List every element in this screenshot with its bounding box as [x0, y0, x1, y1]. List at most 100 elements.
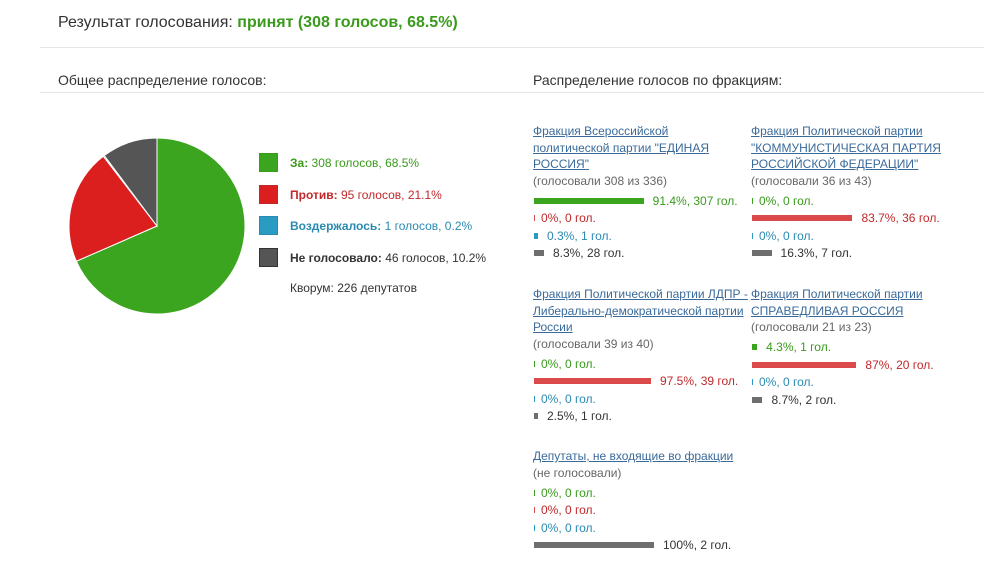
faction-value: 2.5%, 1 гол. — [547, 409, 612, 423]
faction-value: 97.5%, 39 гол. — [660, 374, 739, 388]
pie-slice-for — [75, 137, 246, 315]
legend-label: Воздержалось: — [290, 219, 382, 233]
faction-bar-against — [534, 507, 535, 513]
section-divider — [40, 92, 984, 93]
legend-swatch — [259, 185, 278, 204]
faction-value: 0%, 0 гол. — [541, 503, 596, 517]
result-status: принят (308 голосов, 68.5%) — [237, 14, 458, 31]
faction-bar-for — [534, 489, 535, 496]
legend-item-for: За: 308 голосов, 68.5% — [259, 153, 509, 175]
faction-bar-for — [534, 360, 535, 367]
faction-row-for: 91.4%, 307 гол. — [533, 193, 748, 211]
faction-bar-abstain — [534, 232, 538, 239]
faction-row-for: 4.3%, 1 гол. — [751, 339, 966, 357]
legend-value: 95 голосов, 21.1% — [337, 188, 442, 202]
faction-value: 0%, 0 гол. — [541, 520, 596, 535]
pie-slice-absent — [103, 137, 158, 228]
legend-label: Не голосовало: — [290, 251, 382, 265]
faction-value: 83.7%, 36 гол. — [861, 211, 940, 225]
faction-value: 8.3%, 28 гол. — [552, 246, 625, 260]
pie-chart — [68, 137, 246, 315]
legend-swatch — [259, 153, 278, 172]
faction-link[interactable]: Фракция Политической партии ЛДПР - Либер… — [533, 287, 748, 334]
faction-row-abstain: 0%, 0 гол. — [751, 228, 966, 246]
legend-item-abstain: Воздержалось: 1 голосов, 0.2% — [259, 216, 509, 238]
factions-title: Распределение голосов по фракциям: — [533, 72, 783, 88]
faction-value: 0%, 0 гол. — [759, 228, 814, 243]
faction-bar-abstain — [534, 524, 535, 531]
faction-block: Депутаты, не входящие во фракции (не голо… — [533, 448, 748, 555]
faction-value: 0%, 0 гол. — [541, 391, 596, 406]
faction-turnout: (голосовали 36 из 43) — [751, 173, 872, 188]
faction-bar-absent — [534, 542, 654, 548]
faction-value: 0%, 0 гол. — [541, 356, 596, 371]
faction-value: 0%, 0 гол. — [541, 211, 596, 225]
quorum: Кворум: 226 депутатов — [290, 281, 417, 295]
faction-bar-for — [534, 197, 644, 204]
legend-swatch — [259, 248, 278, 267]
faction-turnout: (голосовали 39 из 40) — [533, 336, 654, 351]
faction-row-absent: 8.7%, 2 гол. — [751, 392, 966, 410]
legend-item-absent: Не голосовало: 46 голосов, 10.2% — [259, 248, 509, 270]
faction-value: 0%, 0 гол. — [541, 485, 596, 500]
faction-link[interactable]: Фракция Всероссийской политической парти… — [533, 124, 710, 171]
faction-row-against: 97.5%, 39 гол. — [533, 373, 748, 391]
faction-link[interactable]: Фракция Политической партии "КОММУНИСТИЧ… — [751, 124, 941, 171]
faction-value: 0.3%, 1 гол. — [547, 228, 612, 243]
legend-item-against: Против: 95 голосов, 21.1% — [259, 185, 509, 207]
faction-bar-abstain — [752, 232, 753, 239]
faction-value: 100%, 2 гол. — [663, 538, 732, 552]
header-divider — [40, 47, 984, 48]
legend-value: 1 голосов, 0.2% — [381, 219, 473, 233]
faction-block: Фракция Политической партии "КОММУНИСТИЧ… — [751, 123, 966, 263]
faction-value: 0%, 0 гол. — [759, 375, 814, 389]
faction-bar-against — [534, 378, 651, 384]
faction-row-absent: 8.3%, 28 гол. — [533, 245, 748, 263]
faction-row-for: 0%, 0 гол. — [751, 193, 966, 211]
faction-row-against: 0%, 0 гол. — [533, 210, 748, 228]
faction-bar-absent — [534, 413, 538, 419]
legend-value: 46 голосов, 10.2% — [381, 251, 487, 265]
faction-value: 0%, 0 гол. — [759, 193, 814, 208]
faction-turnout: (голосовали 308 из 336) — [533, 173, 668, 188]
faction-bar-abstain — [534, 395, 535, 402]
faction-block: Фракция Политической партии ЛДПР - Либер… — [533, 286, 748, 426]
faction-bar-for — [752, 344, 758, 350]
legend-label: Против: — [290, 188, 338, 202]
faction-bar-against — [752, 215, 853, 221]
faction-link[interactable]: Депутаты, не входящие во фракции — [533, 449, 734, 463]
faction-row-absent: 2.5%, 1 гол. — [533, 408, 748, 426]
faction-value: 4.3%, 1 гол. — [766, 340, 832, 354]
faction-row-against: 83.7%, 36 гол. — [751, 210, 966, 228]
overall-title: Общее распределение голосов: — [58, 72, 267, 88]
faction-row-absent: 100%, 2 гол. — [533, 537, 748, 555]
faction-row-for: 0%, 0 гол. — [533, 485, 748, 503]
faction-value: 91.4%, 307 гол. — [652, 193, 738, 208]
faction-row-absent: 16.3%, 7 гол. — [751, 245, 966, 263]
faction-bar-absent — [534, 250, 544, 256]
legend-swatch — [259, 216, 278, 235]
faction-bar-absent — [752, 396, 763, 403]
faction-turnout: (голосовали 21 из 23) — [751, 320, 872, 334]
faction-row-abstain: 0.3%, 1 гол. — [533, 228, 748, 246]
faction-bar-for — [752, 197, 753, 204]
faction-row-against: 0%, 0 гол. — [533, 502, 748, 520]
pie-slice-against — [68, 155, 158, 262]
faction-link[interactable]: Фракция Политической партии СПРАВЕДЛИВАЯ… — [751, 287, 923, 318]
vote-result-header: Результат голосования: принят (308 голос… — [58, 14, 458, 32]
faction-row-abstain: 0%, 0 гол. — [533, 520, 748, 538]
legend-label: За: — [290, 156, 309, 170]
faction-bar-against — [534, 215, 535, 221]
faction-row-against: 87%, 20 гол. — [751, 357, 966, 375]
faction-row-for: 0%, 0 гол. — [533, 356, 748, 374]
faction-value: 87%, 20 гол. — [865, 357, 934, 372]
legend-value: 308 голосов, 68.5% — [308, 156, 420, 170]
faction-row-abstain: 0%, 0 гол. — [533, 391, 748, 409]
faction-row-abstain: 0%, 0 гол. — [751, 374, 966, 392]
faction-value: 8.7%, 2 гол. — [771, 392, 837, 407]
faction-bar-abstain — [752, 379, 753, 385]
faction-block: Фракция Политической партии СПРАВЕДЛИВАЯ… — [751, 286, 966, 409]
faction-turnout: (не голосовали) — [533, 465, 622, 480]
faction-bar-against — [752, 361, 857, 368]
faction-value: 16.3%, 7 гол. — [780, 246, 853, 260]
